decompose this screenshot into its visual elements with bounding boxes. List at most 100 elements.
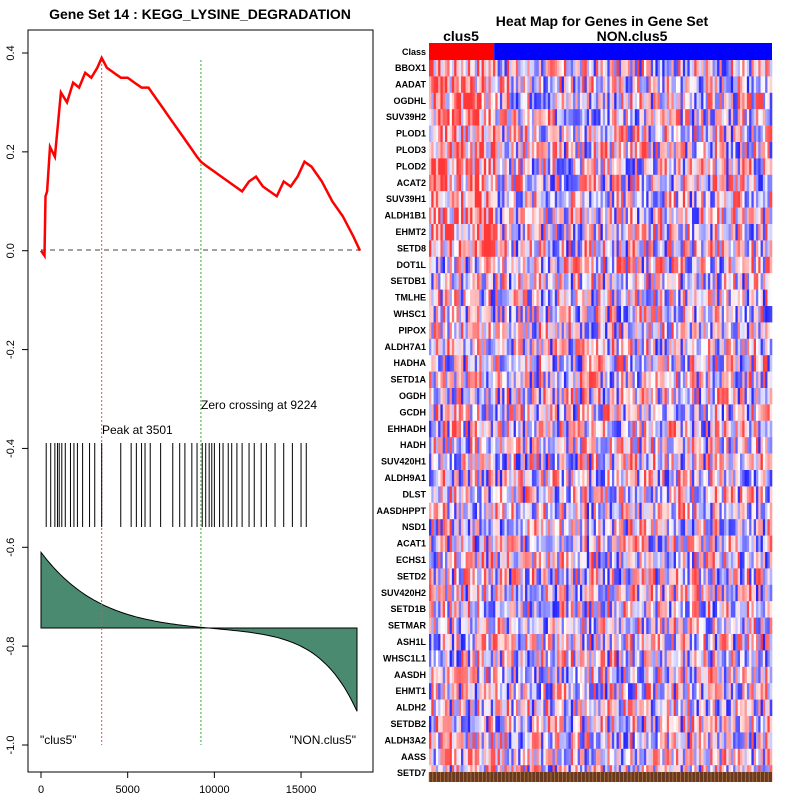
heatmap-cell [643, 76, 647, 93]
heatmap-cell [749, 519, 752, 536]
heatmap-cell [605, 76, 608, 93]
heatmap-cell [595, 256, 599, 274]
heatmap-cell [474, 207, 478, 225]
heatmap-cell [490, 453, 494, 471]
heatmap-cell [461, 404, 464, 421]
heatmap-cell [486, 306, 489, 323]
heatmap-cell [504, 355, 508, 372]
heatmap-cell [586, 486, 590, 503]
heatmap-cell [563, 60, 567, 77]
heatmap-cell [461, 502, 464, 520]
heatmap-cell [472, 355, 476, 372]
heatmap-cell [767, 388, 771, 405]
heatmap-cell [714, 470, 718, 487]
heatmap-cell [547, 355, 551, 372]
heatmap-cell [568, 338, 572, 356]
heatmap-cell [515, 60, 519, 77]
heatmap-cell [621, 552, 624, 569]
heatmap-cell [445, 535, 448, 553]
heatmap-cell [726, 207, 729, 225]
heatmap-cell [614, 60, 617, 77]
heatmap-cell [657, 420, 661, 438]
heatmap-cell [673, 388, 677, 405]
heatmap-cell [719, 191, 722, 208]
heatmap-cell [515, 240, 519, 257]
heatmap-cell [536, 437, 540, 454]
heatmap-cell [653, 240, 656, 257]
heatmap-cell [721, 240, 725, 257]
heatmap-cell [710, 224, 713, 241]
heatmap-cell [694, 338, 697, 356]
heatmap-cell [552, 256, 556, 274]
heatmap-cell [637, 568, 640, 585]
heatmap-cell [559, 306, 562, 323]
heatmap-cell [502, 486, 505, 503]
heatmap-cell [490, 92, 494, 110]
heatmap-cell [657, 109, 661, 126]
heatmap-cell [600, 240, 604, 257]
heatmap-cell [461, 371, 464, 389]
heatmap-cell [541, 470, 544, 487]
heatmap-cell [621, 486, 624, 503]
heatmap-cell [669, 519, 672, 536]
heatmap-cell [671, 207, 674, 225]
heatmap-cell [696, 322, 700, 339]
heatmap-cell [538, 420, 542, 438]
heatmap-cell [650, 224, 654, 241]
heatmap-cell [495, 76, 498, 93]
heatmap-cell [541, 92, 544, 110]
heatmap-cell [705, 92, 709, 110]
heatmap-cell [726, 191, 729, 208]
heatmap-cell [509, 371, 512, 389]
heatmap-cell [634, 338, 638, 356]
heatmap-cell [721, 420, 725, 438]
heatmap-cell [570, 273, 574, 290]
heatmap-cell [769, 371, 773, 389]
heatmap-cell [719, 289, 722, 307]
heatmap-cell [520, 142, 524, 159]
heatmap-cell [719, 174, 722, 192]
heatmap-cell [474, 60, 478, 77]
heatmap-cell [454, 207, 457, 225]
heatmap-cell [666, 273, 670, 290]
heatmap-cell [739, 552, 743, 569]
heatmap-cell [600, 322, 604, 339]
heatmap-cell [751, 355, 755, 372]
heatmap-cell [616, 486, 620, 503]
heatmap-cell [568, 371, 572, 389]
heatmap-cell [582, 322, 585, 339]
heatmap-cell [472, 502, 476, 520]
heatmap-cell [730, 502, 734, 520]
heatmap-cell [527, 256, 530, 274]
heatmap-cell [641, 191, 645, 208]
heatmap-cell [735, 355, 738, 372]
heatmap-cell [664, 256, 668, 274]
heatmap-cell [499, 584, 503, 602]
heatmap-cell [433, 568, 437, 585]
heatmap-cell [730, 273, 734, 290]
heatmap-cell [566, 355, 569, 372]
heatmap-cell [659, 568, 663, 585]
heatmap-cell [659, 109, 663, 126]
heatmap-cell [461, 273, 464, 290]
heatmap-cell [630, 256, 633, 274]
heatmap-cell [758, 76, 761, 93]
heatmap-cell [538, 552, 542, 569]
heatmap-cell [465, 191, 469, 208]
heatmap-cell [575, 355, 578, 372]
heatmap-cell [499, 125, 503, 143]
heatmap-cell [447, 338, 450, 356]
heatmap-cell [525, 552, 528, 569]
heatmap-cell [467, 191, 471, 208]
heatmap-cell [577, 535, 581, 553]
heatmap-cell [710, 142, 713, 159]
heatmap-cell [438, 470, 441, 487]
heatmap-cell [625, 420, 629, 438]
heatmap-cell [483, 371, 487, 389]
heatmap-cell [627, 453, 631, 471]
heatmap-cell [467, 240, 471, 257]
heatmap-cell [461, 470, 464, 487]
heatmap-cell [483, 289, 487, 307]
heatmap-cell [520, 535, 524, 553]
heatmap-cell [479, 535, 482, 553]
